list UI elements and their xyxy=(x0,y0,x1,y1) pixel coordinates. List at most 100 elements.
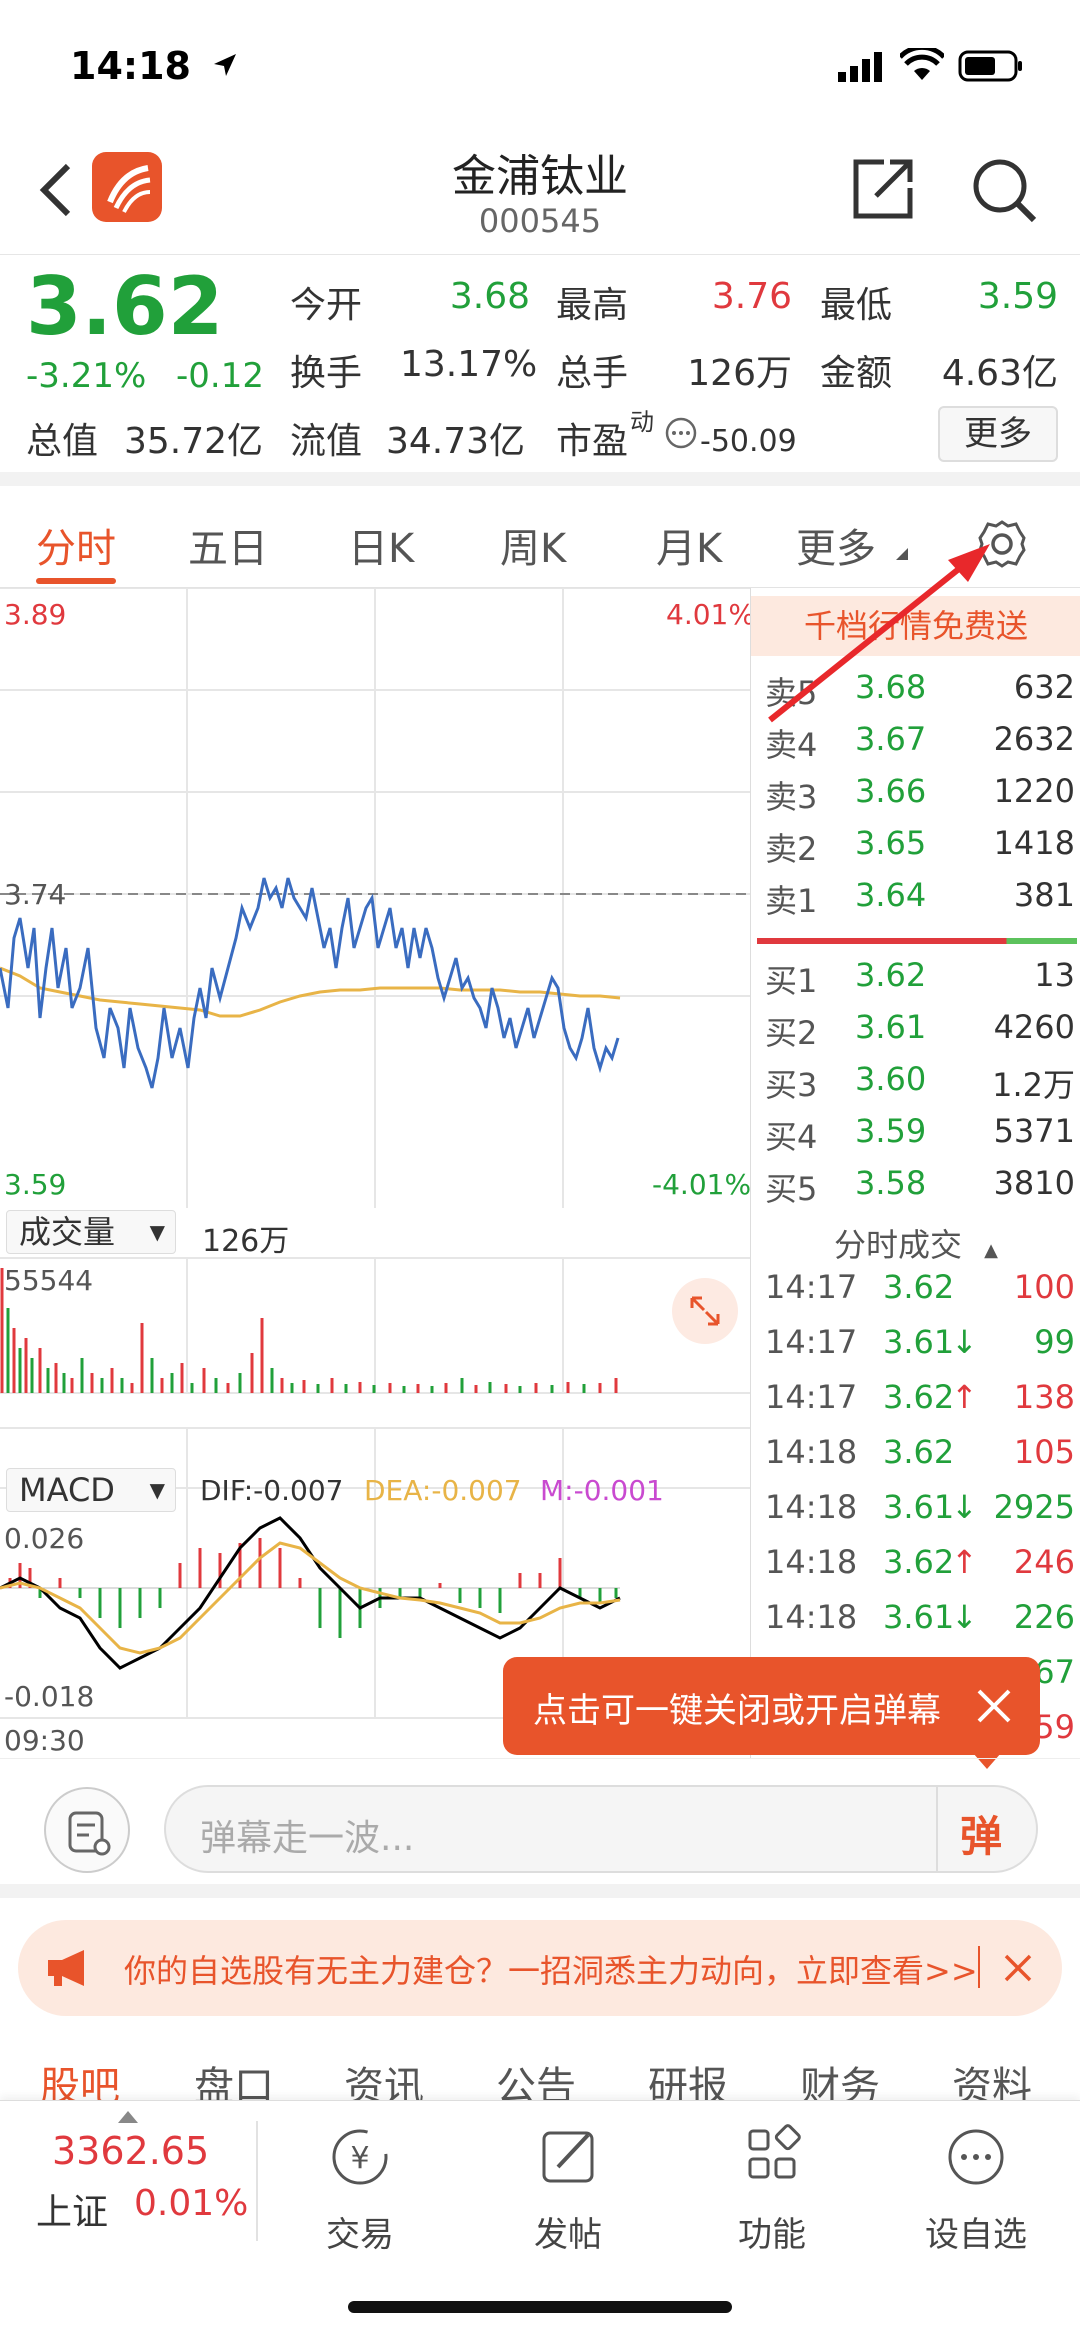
expand-button[interactable] xyxy=(672,1278,738,1344)
trade-time: 14:18 xyxy=(765,1433,858,1471)
pct-low-label: -4.01% xyxy=(652,1168,752,1201)
wifi-icon xyxy=(900,48,944,80)
tab-indicator xyxy=(36,578,116,584)
bid-label: 买2 xyxy=(765,1014,818,1052)
danmu-placeholder: 弹幕走一波... xyxy=(200,1818,415,1859)
trade-button[interactable]: ¥ 交易 xyxy=(300,2121,420,2255)
post-button[interactable]: 发帖 xyxy=(508,2121,628,2255)
tab-weekly-k[interactable]: 周K xyxy=(500,526,567,572)
add-watchlist-button[interactable]: 设自选 xyxy=(916,2121,1036,2255)
close-icon[interactable] xyxy=(975,1687,1013,1725)
tab-announcements[interactable]: 公告 xyxy=(496,2064,576,2100)
volume-selector[interactable]: 成交量 ▼ xyxy=(6,1210,176,1254)
tab-finance[interactable]: 财务 xyxy=(800,2064,880,2100)
float-value: 34.73亿 xyxy=(386,421,526,462)
danmu-input[interactable]: 弹幕走一波... 弹 xyxy=(164,1785,1038,1873)
settings-gear-icon[interactable] xyxy=(976,518,1028,570)
tab-five-day[interactable]: 五日 xyxy=(188,526,268,572)
price-high-label: 3.89 xyxy=(4,598,67,631)
ask-row[interactable]: 卖2 3.65 1418 xyxy=(765,824,1075,868)
trade-price: 3.62 xyxy=(883,1543,955,1581)
macd-dif-line xyxy=(0,1516,621,1670)
share-icon[interactable] xyxy=(850,156,916,222)
danmu-send-button[interactable]: 弹 xyxy=(960,1812,1003,1861)
trades-header[interactable]: 分时成交 ▲ xyxy=(751,1220,1080,1266)
ask-price: 3.64 xyxy=(855,876,927,914)
back-icon[interactable] xyxy=(36,160,76,220)
tooltip-text: 点击可一键关闭或开启弹幕 xyxy=(533,1691,941,1731)
battery-icon xyxy=(958,50,1022,82)
trade-volume: 138 xyxy=(1013,1378,1075,1416)
volume-value: 126万 xyxy=(687,353,792,394)
macd-selector[interactable]: MACD ▼ xyxy=(6,1468,176,1512)
trade-row: 14:18 3.62 ↑ 246 xyxy=(765,1543,1075,1583)
trade-row: 67 xyxy=(765,1653,1075,1693)
ask-label: 卖4 xyxy=(765,726,818,764)
more-button[interactable]: 更多 xyxy=(938,406,1058,462)
amount-label: 金额 xyxy=(820,353,893,394)
tab-research[interactable]: 研报 xyxy=(648,2064,728,2100)
ask-row[interactable]: 卖4 3.67 2632 xyxy=(765,720,1075,764)
price-line xyxy=(0,877,620,1089)
ask-price: 3.67 xyxy=(855,720,927,758)
info-dots-icon[interactable] xyxy=(664,416,698,450)
post-label: 发帖 xyxy=(534,2215,602,2255)
home-indicator xyxy=(348,2301,732,2313)
time-start-label: 09:30 xyxy=(4,1724,85,1757)
volume-bars xyxy=(0,1268,618,1393)
bid-row[interactable]: 买3 3.60 1.2万 xyxy=(765,1060,1075,1104)
index-ticker[interactable]: 3362.65 上证 0.01% xyxy=(0,2101,256,2251)
promo-banner[interactable]: 你的自选股有无主力建仓？一招洞悉主力动向，立即查看>> xyxy=(18,1920,1062,2016)
tab-profile[interactable]: 资料 xyxy=(952,2064,1032,2100)
danmu-tooltip: 点击可一键关闭或开启弹幕 xyxy=(503,1657,1040,1769)
ask-row[interactable]: 卖1 3.64 381 xyxy=(765,876,1075,920)
ask-price: 3.65 xyxy=(855,824,927,862)
trade-volume: 105 xyxy=(1013,1433,1075,1471)
bid-row[interactable]: 买5 3.58 3810 xyxy=(765,1164,1075,1208)
bid-volume: 1.2万 xyxy=(992,1066,1075,1104)
bid-price: 3.62 xyxy=(855,956,927,994)
pe-label: 市盈 xyxy=(556,421,629,462)
intraday-chart[interactable]: 3.89 4.01% 3.74 3.59 -4.01% 成交量 ▼ 126万 5… xyxy=(0,587,755,1758)
trade-time: 14:18 xyxy=(765,1598,858,1636)
volume-total: 126万 xyxy=(202,1224,290,1259)
ask-row[interactable]: 卖3 3.66 1220 xyxy=(765,772,1075,816)
search-icon[interactable] xyxy=(970,156,1040,226)
danmu-settings-button[interactable] xyxy=(44,1787,130,1873)
trade-time: 14:18 xyxy=(765,1488,858,1526)
trade-price: 3.62 xyxy=(883,1378,955,1416)
more-triangle-icon xyxy=(896,548,908,560)
signal-icon xyxy=(838,52,882,82)
trade-time: 14:18 xyxy=(765,1543,858,1581)
functions-button[interactable]: 功能 xyxy=(712,2121,832,2255)
bid-row[interactable]: 买2 3.61 4260 xyxy=(765,1008,1075,1052)
quote-panel: 3.62 -3.21% -0.12 今开 3.68 最高 3.76 最低 3.5… xyxy=(0,256,1080,486)
up-arrow-icon: ↑ xyxy=(951,1543,978,1581)
bid-row[interactable]: 买4 3.59 5371 xyxy=(765,1112,1075,1156)
status-bar: 14:18 xyxy=(0,0,1080,130)
tab-more[interactable]: 更多 xyxy=(796,526,876,572)
ask-label: 卖3 xyxy=(765,778,818,816)
annotation-arrow xyxy=(768,544,990,723)
page-title: 金浦钛业 xyxy=(452,151,628,202)
volume-max-label: 55544 xyxy=(4,1264,94,1297)
bid-ask-ratio-bar xyxy=(757,938,1077,944)
ask-label: 卖1 xyxy=(765,882,818,920)
tab-news[interactable]: 资讯 xyxy=(344,2064,424,2100)
tab-intraday[interactable]: 分时 xyxy=(36,526,116,572)
trade-time: 14:17 xyxy=(765,1323,858,1361)
index-change: 0.01% xyxy=(134,2183,249,2224)
volume-selector-label: 成交量 xyxy=(19,1213,116,1251)
trade-row: 14:18 3.62 105 xyxy=(765,1433,1075,1473)
tab-guba[interactable]: 股吧 xyxy=(40,2064,120,2100)
free-level2-banner[interactable]: 千档行情免费送 xyxy=(751,596,1080,656)
trade-volume: 246 xyxy=(1013,1543,1075,1581)
bid-label: 买3 xyxy=(765,1066,818,1104)
bid-volume: 5371 xyxy=(993,1112,1075,1150)
tab-monthly-k[interactable]: 月K xyxy=(656,526,723,572)
bid-row[interactable]: 买1 3.62 13 xyxy=(765,956,1075,1000)
tab-daily-k[interactable]: 日K xyxy=(348,526,415,572)
close-icon[interactable] xyxy=(1002,1952,1034,1984)
avg-price-line xyxy=(0,966,621,1018)
tab-pankou[interactable]: 盘口 xyxy=(194,2064,274,2100)
